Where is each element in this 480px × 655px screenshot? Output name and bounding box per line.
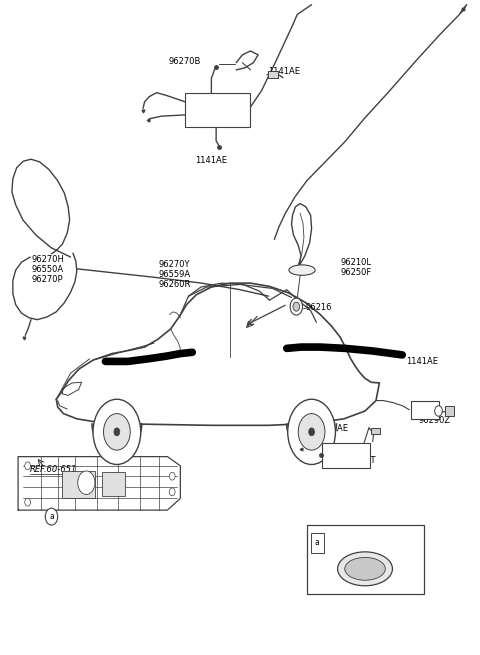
- Circle shape: [290, 298, 302, 315]
- Text: 96559A: 96559A: [159, 270, 191, 279]
- Text: a: a: [315, 538, 320, 547]
- Bar: [102, 472, 124, 496]
- Bar: [307, 525, 424, 593]
- Circle shape: [293, 302, 300, 311]
- Circle shape: [104, 413, 130, 450]
- Text: 1141AE: 1141AE: [406, 357, 438, 366]
- Text: 96290Z: 96290Z: [419, 416, 451, 424]
- Bar: [322, 443, 370, 468]
- Bar: [445, 406, 454, 415]
- Circle shape: [78, 471, 95, 495]
- Circle shape: [309, 428, 314, 436]
- Text: 85864: 85864: [336, 550, 364, 559]
- Ellipse shape: [289, 265, 315, 275]
- Text: 1141AE: 1141AE: [195, 156, 227, 165]
- Circle shape: [298, 413, 325, 450]
- Text: 96280T: 96280T: [344, 456, 375, 465]
- Circle shape: [435, 405, 443, 416]
- Bar: [62, 471, 95, 498]
- Text: 1141AE: 1141AE: [316, 424, 348, 433]
- Text: 96250F: 96250F: [340, 267, 372, 276]
- Text: 96270Y: 96270Y: [159, 261, 191, 269]
- Text: REF.60-651: REF.60-651: [30, 465, 77, 474]
- Circle shape: [114, 428, 120, 436]
- Circle shape: [45, 508, 58, 525]
- Circle shape: [25, 498, 31, 506]
- Bar: [411, 401, 439, 419]
- Circle shape: [93, 400, 141, 464]
- Text: 96216: 96216: [306, 303, 332, 312]
- Text: 96270H: 96270H: [32, 255, 65, 264]
- Ellipse shape: [345, 557, 385, 580]
- Text: a: a: [49, 512, 54, 521]
- Ellipse shape: [337, 552, 393, 586]
- Circle shape: [25, 462, 31, 470]
- Bar: [371, 428, 380, 434]
- Text: 96270P: 96270P: [32, 274, 63, 284]
- Bar: [311, 533, 324, 553]
- Circle shape: [169, 472, 175, 480]
- Text: 1141AE: 1141AE: [268, 67, 300, 76]
- Bar: [185, 93, 250, 126]
- Text: 96550A: 96550A: [32, 265, 64, 274]
- Bar: [268, 71, 278, 79]
- Circle shape: [169, 488, 175, 496]
- Text: 96260R: 96260R: [159, 280, 191, 289]
- Text: 96270B: 96270B: [168, 57, 201, 66]
- Text: 96270: 96270: [198, 114, 225, 123]
- Text: 96210L: 96210L: [340, 258, 371, 267]
- Circle shape: [288, 400, 336, 464]
